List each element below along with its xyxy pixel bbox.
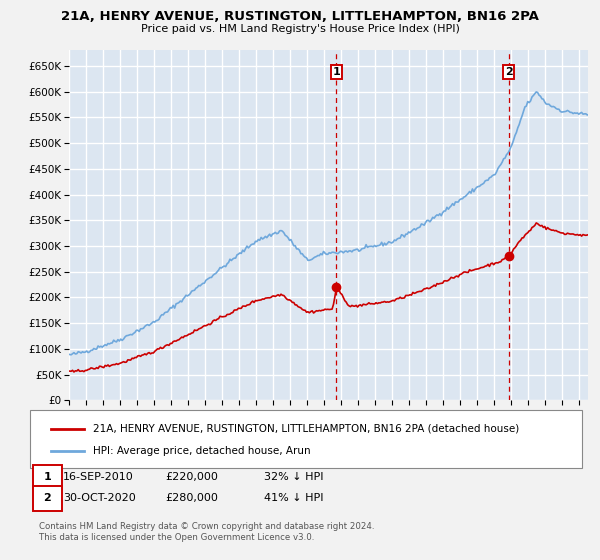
- Text: 16-SEP-2010: 16-SEP-2010: [63, 472, 134, 482]
- Text: £220,000: £220,000: [165, 472, 218, 482]
- Text: 21A, HENRY AVENUE, RUSTINGTON, LITTLEHAMPTON, BN16 2PA (detached house): 21A, HENRY AVENUE, RUSTINGTON, LITTLEHAM…: [93, 424, 519, 434]
- Text: This data is licensed under the Open Government Licence v3.0.: This data is licensed under the Open Gov…: [39, 533, 314, 542]
- Text: 32% ↓ HPI: 32% ↓ HPI: [264, 472, 323, 482]
- Text: 2: 2: [505, 67, 512, 77]
- Text: 21A, HENRY AVENUE, RUSTINGTON, LITTLEHAMPTON, BN16 2PA: 21A, HENRY AVENUE, RUSTINGTON, LITTLEHAM…: [61, 10, 539, 22]
- Text: 30-OCT-2020: 30-OCT-2020: [63, 493, 136, 503]
- Text: Price paid vs. HM Land Registry's House Price Index (HPI): Price paid vs. HM Land Registry's House …: [140, 24, 460, 34]
- Text: HPI: Average price, detached house, Arun: HPI: Average price, detached house, Arun: [93, 446, 311, 455]
- Text: 2: 2: [44, 493, 51, 503]
- Text: 1: 1: [44, 472, 51, 482]
- Text: 41% ↓ HPI: 41% ↓ HPI: [264, 493, 323, 503]
- Text: 1: 1: [332, 67, 340, 77]
- Text: Contains HM Land Registry data © Crown copyright and database right 2024.: Contains HM Land Registry data © Crown c…: [39, 522, 374, 531]
- Text: £280,000: £280,000: [165, 493, 218, 503]
